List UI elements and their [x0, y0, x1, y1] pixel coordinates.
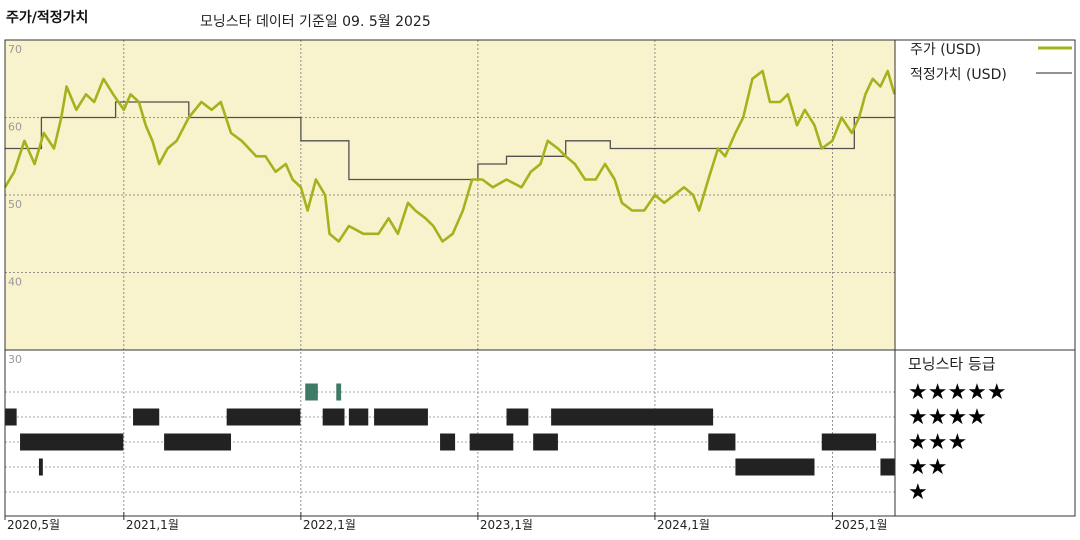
rating-bars: [5, 383, 895, 476]
x-tick-label-5: 2025,1월: [834, 518, 887, 532]
price-line: [3, 69, 896, 243]
y-tick-60: 60: [8, 121, 22, 134]
legend: 주가 (USD) 적정가치 (USD): [910, 42, 1072, 83]
rating-four-stars: ★★★★: [908, 405, 987, 430]
y-tick-30: 30: [8, 353, 22, 366]
rating-bar-3star-1: [164, 433, 232, 451]
rating-bar-3star-0: [20, 433, 124, 451]
chart-title: 주가/적정가치: [6, 9, 88, 26]
x-axis-ticks: 2020,5월 2021,1월 2022,1월 2023,1월 2024,1월 2025,…: [4, 512, 887, 532]
rating-bar-2star-0: [38, 458, 43, 476]
rating-panel-background: [5, 350, 895, 516]
rating-bar-3star-6: [821, 433, 877, 451]
rating-bar-4star-6: [506, 408, 529, 426]
data-date-subtitle: 모닝스타 데이터 기준일 09. 5월 2025: [200, 14, 431, 30]
rating-five-stars: ★★★★★: [908, 380, 1007, 405]
grid-lines: [5, 40, 895, 516]
x-tick-label-3: 2023,1월: [480, 518, 533, 532]
legend-price-label: 주가 (USD): [910, 42, 981, 58]
legend-fair-value-label: 적정가치 (USD): [910, 67, 1007, 83]
x-tick-label-2: 2022,1월: [303, 518, 356, 532]
rating-bar-3star-3: [469, 433, 514, 451]
x-tick-label-0: 2020,5월: [7, 518, 60, 532]
rating-bar-2star-1: [735, 458, 815, 476]
rating-bar-4star-0: [5, 408, 17, 426]
rating-bar-2star-2: [880, 458, 895, 476]
line-series: [3, 69, 896, 243]
rating-bar-5star-1: [336, 383, 342, 401]
y-tick-40: 40: [8, 276, 22, 289]
rating-bar-3star-4: [533, 433, 558, 451]
rating-bar-4star-3: [322, 408, 345, 426]
rating-one-star: ★: [908, 480, 928, 505]
x-tick-label-4: 2024,1월: [657, 518, 710, 532]
rating-bar-4star-1: [133, 408, 160, 426]
fair-value-line: [5, 101, 895, 181]
rating-bar-4star-5: [374, 408, 428, 426]
y-axis-ticks: 70 60 50 40 30: [8, 43, 22, 366]
rating-three-stars: ★★★: [908, 430, 967, 455]
rating-bar-4star-2: [226, 408, 301, 426]
chart-frame: [4, 39, 1076, 517]
rating-bar-4star-4: [348, 408, 369, 426]
rating-bar-5star-0: [305, 383, 318, 401]
y-tick-70: 70: [8, 43, 22, 56]
rating-legend-title: 모닝스타 등급: [908, 355, 996, 373]
x-tick-label-1: 2021,1월: [126, 518, 179, 532]
rating-bar-4star-7: [551, 408, 714, 426]
rating-legend: 모닝스타 등급 ★★★★★ ★★★★ ★★★ ★★ ★: [908, 355, 1007, 505]
rating-bar-3star-5: [708, 433, 736, 451]
rating-two-stars: ★★: [908, 455, 947, 480]
y-tick-50: 50: [8, 198, 22, 211]
rating-bar-3star-2: [440, 433, 456, 451]
